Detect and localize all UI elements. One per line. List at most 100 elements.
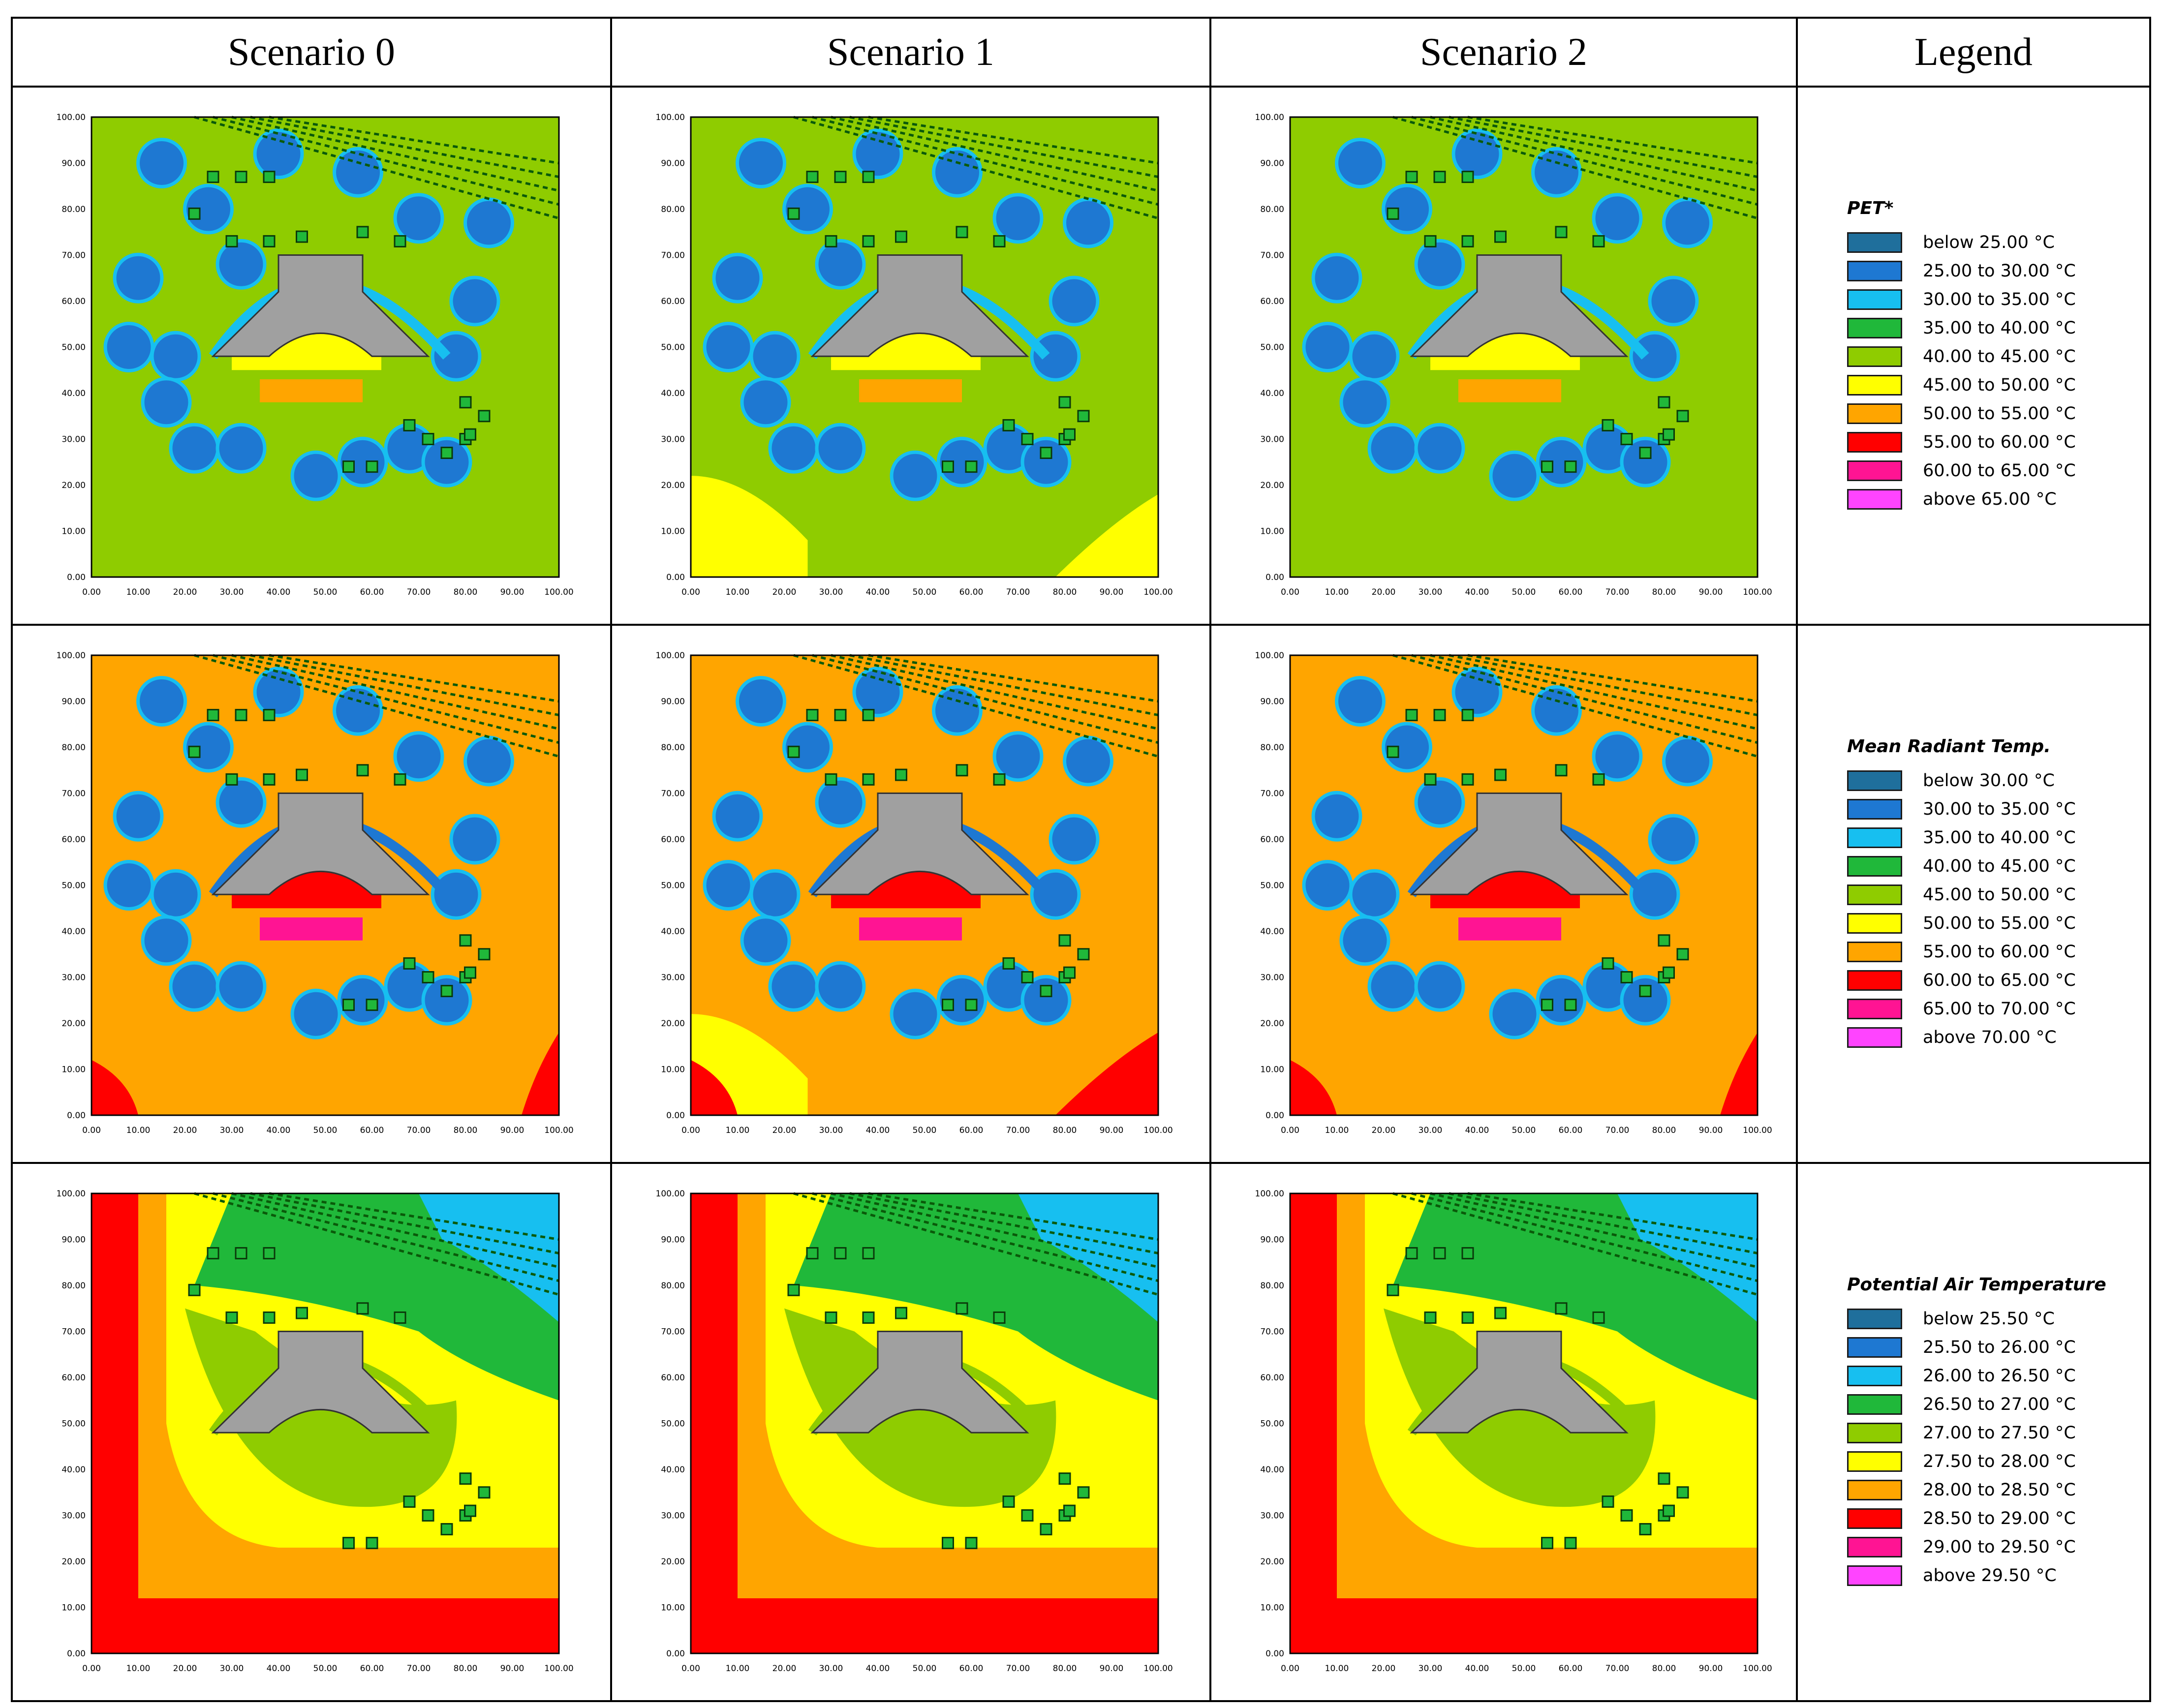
header-scenario-2: Scenario 2 bbox=[1209, 17, 1798, 88]
y-tick-label: 40.00 bbox=[661, 1465, 685, 1475]
legend-label: 60.00 to 65.00 °C bbox=[1923, 971, 2076, 990]
x-tick-label: 20.00 bbox=[173, 1664, 197, 1674]
y-tick-label: 100.00 bbox=[57, 1189, 86, 1199]
vegetation-marker bbox=[1405, 709, 1418, 722]
vegetation-marker bbox=[956, 1302, 968, 1315]
tree-canopy-halo bbox=[337, 975, 388, 1026]
x-tick-label: 60.00 bbox=[959, 1664, 984, 1674]
tree-canopy-halo bbox=[1382, 722, 1432, 773]
tree-canopy bbox=[1416, 963, 1463, 1010]
vegetation-marker bbox=[207, 709, 219, 722]
legend-swatch bbox=[1847, 1480, 1902, 1500]
vegetation-marker bbox=[942, 1537, 954, 1550]
hedge-row bbox=[1411, 1192, 1758, 1282]
tree-canopy bbox=[742, 916, 789, 964]
tree-canopy bbox=[1304, 323, 1351, 371]
vegetation-marker bbox=[403, 957, 416, 970]
x-tick-label: 10.00 bbox=[1325, 1126, 1349, 1135]
vegetation-marker bbox=[1541, 1537, 1553, 1550]
y-tick-label: 30.00 bbox=[1260, 973, 1284, 983]
vegetation-marker bbox=[1541, 999, 1553, 1011]
vegetation-marker bbox=[403, 419, 416, 431]
x-tick-label: 100.00 bbox=[1743, 1664, 1772, 1674]
y-tick-label: 10.00 bbox=[62, 527, 86, 537]
vegetation-marker bbox=[834, 709, 847, 722]
tree-canopy bbox=[255, 668, 302, 716]
hedge-row bbox=[793, 1192, 1159, 1296]
x-tick-label: 0.00 bbox=[82, 1664, 101, 1674]
y-tick-label: 60.00 bbox=[1260, 1373, 1284, 1383]
hedge-row bbox=[1411, 654, 1758, 744]
tree-canopy-halo bbox=[1335, 138, 1386, 188]
vegetation-marker bbox=[862, 171, 875, 183]
air-legend: Potential Air Temperature below 25.50 °C 2… bbox=[1847, 1165, 2148, 1699]
tree-canopy-halo bbox=[712, 791, 763, 842]
legend-swatch bbox=[1847, 884, 1902, 905]
vegetation-marker bbox=[1494, 1307, 1507, 1319]
hot-spot bbox=[859, 917, 962, 941]
tree-canopy bbox=[985, 425, 1032, 472]
vegetation-marker bbox=[1040, 1523, 1052, 1536]
x-tick-label: 0.00 bbox=[82, 587, 101, 597]
hot-band-west bbox=[92, 1193, 138, 1653]
hedge-row bbox=[831, 1192, 1159, 1269]
vegetation-marker bbox=[1077, 410, 1090, 423]
map-plot: 0.00 0.00 10.00 10.00 20.00 20.00 30.00 30.00 40… bbox=[1255, 1189, 1772, 1674]
mrt-legend: Mean Radiant Temp. below 30.00 °C 30.00 to… bbox=[1847, 627, 2148, 1161]
y-tick-label: 100.00 bbox=[57, 651, 86, 661]
vegetation-marker bbox=[1021, 971, 1034, 983]
x-tick-label: 40.00 bbox=[267, 587, 291, 597]
vegetation-marker bbox=[1461, 171, 1474, 183]
y-tick-label: 50.00 bbox=[1260, 881, 1284, 891]
legend-swatch bbox=[1847, 770, 1902, 791]
mrt-map-scenario-0: 0.00 0.00 10.00 10.00 20.00 20.00 30.00 30.00 40… bbox=[57, 651, 574, 1135]
y-tick-label: 80.00 bbox=[1260, 205, 1284, 214]
header-legend: Legend bbox=[1796, 17, 2151, 88]
tree-canopy-halo bbox=[141, 915, 192, 966]
hedge-row bbox=[231, 654, 559, 731]
y-tick-label: 10.00 bbox=[1260, 1603, 1284, 1613]
hedge-row bbox=[194, 116, 559, 220]
y-tick-label: 40.00 bbox=[661, 927, 685, 937]
y-tick-label: 10.00 bbox=[661, 1603, 685, 1613]
vegetation-marker bbox=[825, 1311, 837, 1324]
legend-swatch bbox=[1847, 346, 1902, 367]
legend-entry: above 70.00 °C bbox=[1847, 1023, 2076, 1052]
tree-canopy bbox=[1538, 438, 1585, 486]
tree-canopy bbox=[1064, 737, 1112, 785]
y-tick-label: 80.00 bbox=[62, 743, 86, 753]
legend-label: 40.00 to 45.00 °C bbox=[1923, 856, 2076, 876]
vegetation-marker bbox=[1021, 433, 1034, 445]
tree-canopy bbox=[1369, 425, 1417, 472]
map-cell-mrt-s1: 0.00 0.00 10.00 10.00 20.00 20.00 30.00 30.00 40… bbox=[610, 624, 1211, 1164]
vegetation-marker bbox=[1002, 419, 1015, 431]
y-tick-label: 100.00 bbox=[1255, 1189, 1284, 1199]
legend-label: above 65.00 °C bbox=[1923, 489, 2057, 509]
building-footprint bbox=[810, 254, 1029, 357]
legend-entry: above 65.00 °C bbox=[1847, 485, 2076, 514]
vegetation-marker bbox=[422, 433, 434, 445]
plot-frame bbox=[690, 654, 1159, 1116]
vegetation-marker bbox=[1058, 396, 1071, 409]
vegetation-marker bbox=[1639, 985, 1652, 998]
vegetation-marker bbox=[1433, 171, 1446, 183]
y-tick-label: 100.00 bbox=[1255, 113, 1284, 122]
hedge-row bbox=[812, 116, 1159, 206]
tree-canopy bbox=[1453, 668, 1501, 716]
tree-canopy-halo bbox=[1339, 915, 1390, 966]
tree-canopy-halo bbox=[1648, 275, 1699, 327]
tree-canopy bbox=[1538, 976, 1585, 1024]
building-footprint bbox=[211, 793, 430, 895]
vegetation-marker bbox=[296, 768, 308, 781]
vegetation-marker bbox=[263, 1311, 276, 1324]
vegetation-marker bbox=[1592, 235, 1605, 247]
vegetation-marker bbox=[263, 773, 276, 786]
tree-canopy bbox=[1383, 185, 1431, 233]
air-map-scenario-1: 0.00 0.00 10.00 10.00 20.00 20.00 30.00 30.00 40… bbox=[656, 1189, 1173, 1674]
y-tick-label: 50.00 bbox=[62, 343, 86, 353]
tree-canopy bbox=[854, 668, 901, 716]
x-tick-label: 80.00 bbox=[1652, 1664, 1676, 1674]
plot-frame bbox=[1289, 116, 1759, 578]
x-tick-label: 10.00 bbox=[1325, 1664, 1349, 1674]
legend-label: 45.00 to 50.00 °C bbox=[1923, 885, 2076, 905]
